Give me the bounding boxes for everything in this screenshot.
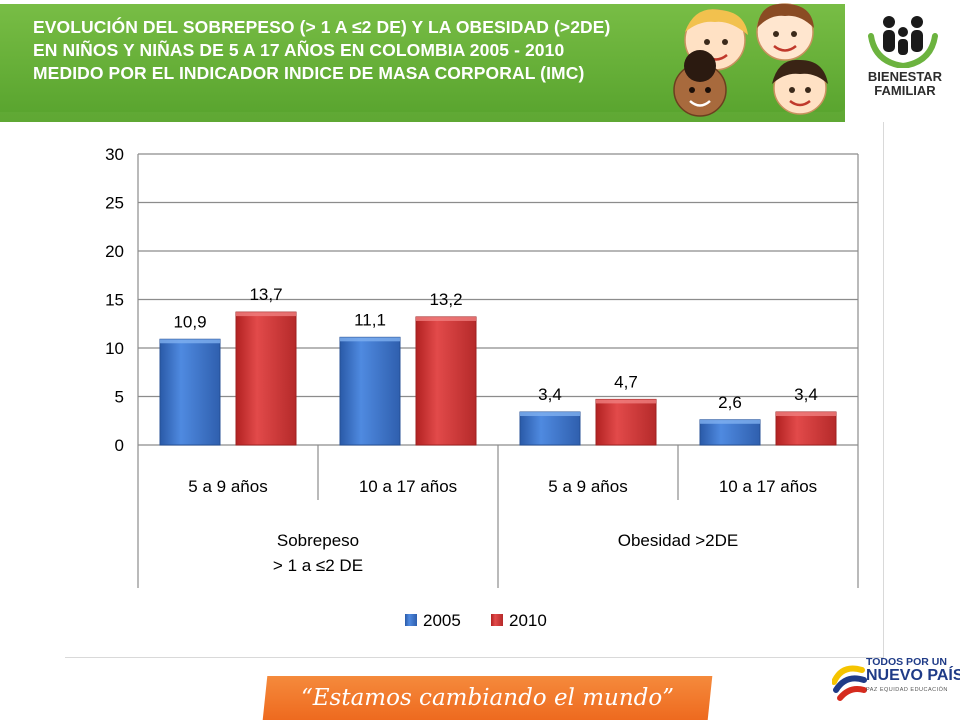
group-label: Obesidad >2DE (618, 531, 739, 550)
page-title: EVOLUCIÓN DEL SOBREPESO (> 1 A ≤2 DE) Y … (33, 16, 683, 85)
data-label: 3,4 (794, 385, 818, 404)
bar-2005-0 (159, 338, 221, 446)
data-label: 10,9 (173, 312, 206, 331)
slogan-text: “Estamos cambiando el mundo” (300, 685, 674, 711)
legend: 2005 2010 (405, 611, 547, 630)
data-label: 2,6 (718, 393, 742, 412)
bar-top-highlight (416, 316, 476, 321)
bar-2010-3 (775, 411, 837, 446)
group-label: > 1 a ≤2 DE (273, 556, 363, 575)
y-tick-labels: 0 5 10 15 20 25 30 (105, 145, 124, 455)
bar-top-highlight (160, 339, 220, 344)
category-label: 10 a 17 años (359, 477, 457, 496)
gov-logo-line-1: TODOS POR UN (866, 656, 947, 668)
bar-top-highlight (700, 419, 760, 424)
bienestar-familiar-logo: BIENESTAR FAMILIAR (845, 0, 960, 122)
data-label: 4,7 (614, 372, 638, 391)
y-tick-label: 30 (105, 145, 124, 164)
group-labels: Sobrepeso > 1 a ≤2 DE Obesidad >2DE (273, 531, 738, 575)
children-illustration (673, 3, 828, 117)
axes (137, 154, 859, 588)
category-label: 5 a 9 años (548, 477, 627, 496)
y-tick-label: 10 (105, 339, 124, 358)
bar-2010-0 (235, 311, 297, 446)
legend-label-2005: 2005 (423, 611, 461, 630)
bar-top-highlight (596, 399, 656, 404)
gov-logo-line-3: PAZ EQUIDAD EDUCACIÓN (866, 687, 948, 693)
bar-2005-3 (699, 419, 761, 446)
logo-line-2: FAMILIAR (874, 83, 936, 98)
category-labels: 5 a 9 años 10 a 17 años 5 a 9 años 10 a 17 … (188, 477, 817, 496)
y-tick-label: 20 (105, 242, 124, 261)
legend-swatch-2005 (405, 614, 417, 626)
data-label: 13,2 (429, 290, 462, 309)
data-labels: 10,9 13,7 11,1 13,2 3,4 4,7 2,6 3,4 (173, 285, 817, 412)
bar-2010-2 (595, 398, 657, 446)
category-label: 5 a 9 años (188, 477, 267, 496)
bar-2005-2 (519, 411, 581, 446)
legend-label-2010: 2010 (509, 611, 547, 630)
logo-line-1: BIENESTAR (867, 69, 943, 84)
title-line-1: EVOLUCIÓN DEL SOBREPESO (> 1 A ≤2 DE) Y … (33, 17, 611, 37)
group-label: Sobrepeso (277, 531, 359, 550)
data-label: 11,1 (354, 310, 386, 329)
bar-2005-1 (339, 336, 401, 446)
y-tick-label: 0 (115, 436, 124, 455)
header: EVOLUCIÓN DEL SOBREPESO (> 1 A ≤2 DE) Y … (0, 0, 960, 122)
y-tick-label: 5 (115, 388, 124, 407)
title-line-3: MEDIDO POR EL INDICADOR INDICE DE MASA C… (33, 63, 585, 83)
bar-top-highlight (236, 312, 296, 317)
logo-text: BIENESTAR FAMILIAR (855, 70, 955, 98)
gov-logo-line-2: NUEVO PAÍS (866, 667, 960, 684)
category-label: 10 a 17 años (719, 477, 817, 496)
right-divider (883, 122, 884, 658)
data-label: 13,7 (249, 285, 282, 304)
y-tick-label: 15 (105, 291, 124, 310)
bar-chart: 0 5 10 15 20 25 30 10,9 13,7 11,1 13,2 3,4 4,7 2,6 3,… (105, 145, 859, 630)
bar-top-highlight (520, 412, 580, 417)
family-icon (868, 16, 938, 68)
y-tick-label: 25 (105, 194, 124, 213)
bar-top-highlight (776, 412, 836, 417)
bars (159, 311, 837, 446)
bar-2010-1 (415, 316, 477, 446)
todos-por-un-nuevo-pais-logo (832, 665, 867, 701)
legend-swatch-2010 (491, 614, 503, 626)
bar-top-highlight (340, 337, 400, 342)
data-label: 3,4 (538, 385, 562, 404)
title-line-2: EN NIÑOS Y NIÑAS DE 5 A 17 AÑOS EN COLOM… (33, 40, 565, 60)
bottom-divider (65, 657, 883, 658)
